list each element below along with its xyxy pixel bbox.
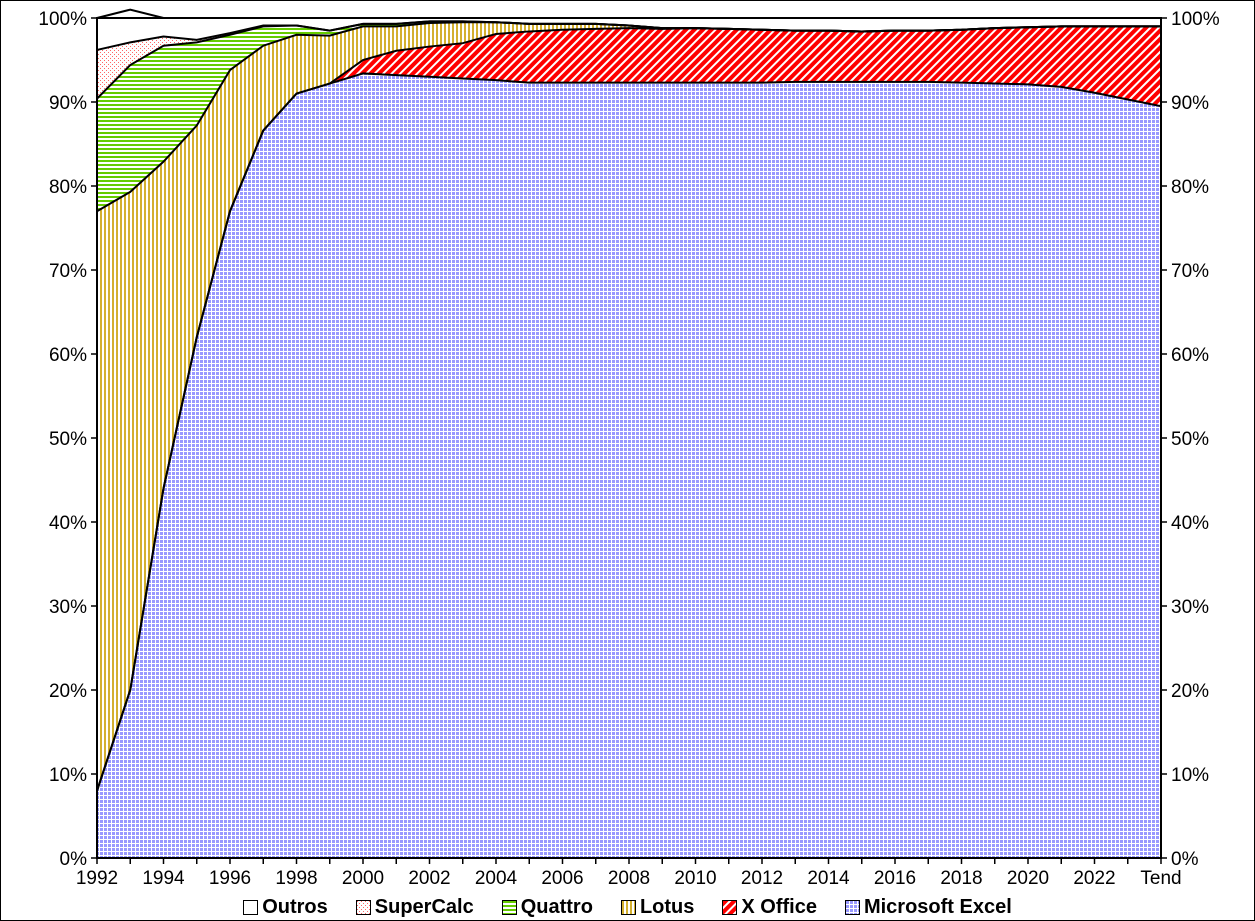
y-tick-label-left: 50% (49, 429, 87, 450)
y-tick-label-left: 70% (49, 261, 87, 282)
x-tick-label: 2016 (874, 868, 916, 889)
stacked-area-chart: 0% 10% 20% 30% 40% 50% 60% 70% 80% 90% 100% 0% 10% 20… (38, 8, 1220, 889)
y-tick-label-right: 10% (1171, 765, 1209, 786)
y-tick-label-right: 70% (1171, 261, 1209, 282)
y-tick-label-right: 20% (1171, 681, 1209, 702)
y-tick-label-right: 90% (1171, 93, 1209, 114)
legend-item-outros: Outros (243, 896, 328, 919)
legend-item-lotus: Lotus (620, 895, 695, 919)
legend-swatch-pattern (356, 900, 370, 914)
legend-item-quattro: Quattro (501, 895, 593, 919)
x-tick-label: 1994 (142, 868, 185, 889)
legend-swatch-pattern (502, 900, 516, 914)
legend-label-supercalc: SuperCalc (374, 895, 474, 918)
y-tick-label-right: 50% (1171, 429, 1209, 450)
y-tick-label-left: 0% (60, 849, 88, 870)
y-tick-label-right: 0% (1171, 849, 1199, 870)
y-tick-label-left: 20% (49, 681, 87, 702)
x-tick-label: 2008 (608, 868, 650, 889)
legend: Outros SuperCalc Quattro Lotus X Office … (0, 894, 1255, 920)
legend-swatch-pattern (244, 900, 258, 914)
legend-swatch-pattern (723, 900, 737, 914)
x-tick-label: 2004 (475, 868, 518, 889)
y-tick-label-left: 100% (38, 9, 87, 30)
legend-swatch-pattern (621, 900, 635, 914)
legend-swatch-microsoft-excel (844, 899, 860, 915)
legend-item-supercalc: SuperCalc (355, 895, 474, 919)
x-tick-label: 2022 (1073, 868, 1115, 889)
x-tick-label: 1992 (76, 868, 118, 889)
y-tick-label-left: 30% (49, 597, 87, 618)
legend-swatch-pattern (845, 900, 859, 914)
x-tick-label: 2010 (674, 868, 716, 889)
legend-swatch-supercalc (355, 899, 371, 915)
x-tick-label: 2020 (1007, 868, 1049, 889)
y-tick-label-left: 40% (49, 513, 87, 534)
x-tick-label: Tend (1140, 868, 1181, 889)
boundary-outros (96, 8, 1161, 19)
legend-item-microsoft-excel: Microsoft Excel (844, 895, 1012, 919)
legend-label-x-office: X Office (741, 895, 817, 918)
x-tick-label: 2012 (741, 868, 783, 889)
area-outros (97, 9, 1161, 50)
legend-label-outros: Outros (262, 895, 328, 918)
y-tick-label-right: 80% (1171, 177, 1209, 198)
x-tick-label: 2006 (541, 868, 583, 889)
legend-swatch-lotus (620, 899, 636, 915)
legend-label-lotus: Lotus (639, 895, 695, 918)
y-tick-label-left: 80% (49, 177, 87, 198)
boundary-supercalc (96, 20, 1161, 51)
legend-label-quattro: Quattro (520, 895, 593, 918)
axes-layer: 0% 10% 20% 30% 40% 50% 60% 70% 80% 90% 100% 0% 10% 20… (38, 9, 1219, 889)
y-tick-label-right: 100% (1171, 9, 1220, 30)
legend-label-microsoft-excel: Microsoft Excel (863, 895, 1012, 918)
x-tick-label: 2018 (940, 868, 982, 889)
legend-item-x-office: X Office (722, 896, 817, 919)
legend-swatch-outros (243, 899, 259, 915)
y-tick-label-right: 60% (1171, 345, 1209, 366)
legend-swatch-x-office (722, 899, 738, 915)
x-tick-label: 2014 (807, 868, 850, 889)
area-layer (97, 9, 1161, 858)
x-tick-label: 2000 (342, 868, 384, 889)
x-tick-label: 2002 (408, 868, 450, 889)
y-tick-label-left: 10% (49, 765, 87, 786)
legend-swatch-quattro (501, 899, 517, 915)
y-tick-label-left: 60% (49, 345, 87, 366)
y-tick-label-right: 40% (1171, 513, 1209, 534)
y-tick-label-right: 30% (1171, 597, 1209, 618)
x-tick-label: 1996 (209, 868, 251, 889)
area-microsoft-excel (97, 73, 1161, 858)
y-tick-label-left: 90% (49, 93, 87, 114)
x-tick-label: 1998 (275, 868, 317, 889)
